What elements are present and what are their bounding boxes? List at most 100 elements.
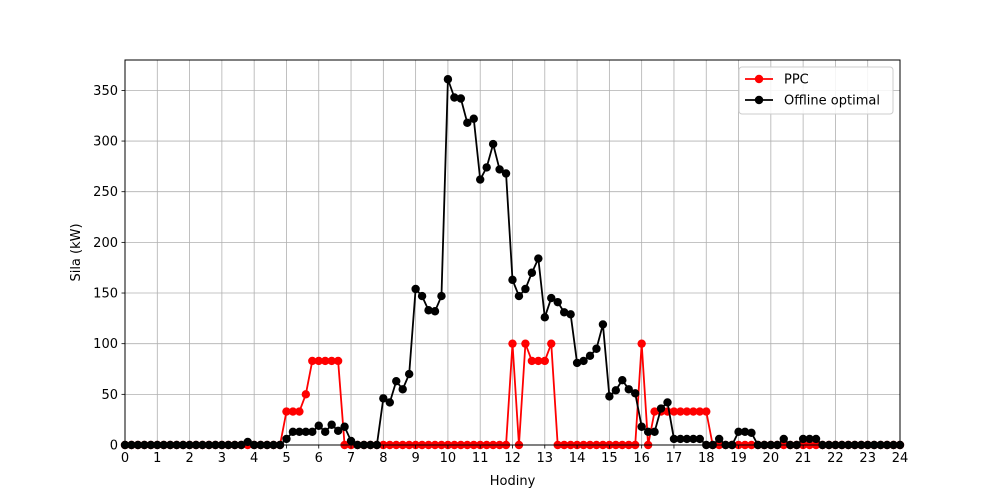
data-point-offline: [314, 421, 323, 430]
data-point-offline: [385, 398, 394, 407]
data-point-offline: [669, 434, 679, 444]
legend-ppc-label: PPC: [784, 73, 809, 88]
axis-ticks: 0 1 2 3 4 5 6 7 8 9 10 11 12 13 14 15 16 17 18 19 20 21 22 23 24…: [93, 84, 908, 466]
data-point-ppc: [521, 339, 530, 348]
data-point-offline: [346, 436, 356, 446]
data-point-ppc: [288, 407, 298, 416]
data-point-offline: [243, 437, 252, 447]
data-point-ppc: [682, 407, 692, 416]
data-point-offline: [534, 254, 543, 263]
x-tick-label: 1: [153, 451, 161, 466]
data-point-ppc: [689, 407, 698, 416]
data-point-ppc: [508, 339, 517, 348]
data-point-offline: [566, 310, 575, 319]
x-tick-label: 7: [347, 451, 355, 466]
data-point-offline: [437, 291, 446, 301]
data-point-offline: [333, 426, 343, 436]
y-tick-label: 150: [93, 287, 118, 302]
data-point-offline: [456, 94, 466, 103]
x-tick-label: 23: [859, 451, 876, 466]
data-point-offline: [643, 427, 653, 437]
data-point-ppc: [327, 356, 336, 366]
data-point-offline: [488, 139, 498, 149]
x-tick-label: 11: [472, 451, 489, 466]
legend: PPC Offline optimal: [738, 66, 894, 115]
data-point-ppc: [669, 407, 679, 416]
x-tick-label: 3: [218, 451, 226, 466]
x-axis-label: Hodiny: [490, 474, 536, 489]
data-point-offline: [747, 428, 756, 438]
data-point-offline: [463, 118, 472, 128]
legend-offline-marker: [754, 95, 764, 105]
data-point-offline: [398, 385, 407, 394]
y-tick-label: 100: [93, 337, 118, 352]
data-point-ppc: [295, 407, 304, 416]
x-tick-label: 0: [121, 451, 129, 466]
data-point-offline: [443, 75, 453, 84]
x-tick-label: 24: [892, 451, 909, 466]
legend-ppc-marker: [754, 74, 764, 84]
legend-offline-label: Offline optimal: [784, 94, 880, 109]
data-point-offline: [469, 114, 478, 123]
x-tick-label: 17: [666, 451, 683, 466]
data-point-offline: [592, 344, 601, 353]
x-tick-label: 21: [795, 451, 812, 466]
data-point-offline: [508, 275, 517, 285]
data-point-offline: [514, 291, 524, 301]
data-point-offline: [301, 427, 311, 437]
data-point-offline: [501, 169, 511, 178]
data-point-offline: [288, 427, 298, 437]
data-point-offline: [450, 93, 459, 102]
data-point-offline: [676, 434, 685, 444]
data-point-offline: [308, 427, 317, 437]
data-point-offline: [559, 308, 569, 317]
data-point-offline: [340, 422, 349, 431]
data-point-offline: [611, 386, 621, 395]
data-point-offline: [624, 385, 633, 394]
data-point-offline: [495, 165, 504, 174]
data-point-ppc: [650, 407, 659, 416]
x-tick-label: 15: [601, 451, 618, 466]
data-point-ppc: [308, 356, 317, 366]
x-tick-label: 4: [250, 451, 258, 466]
data-point-offline: [521, 284, 530, 294]
data-point-offline: [282, 434, 291, 444]
data-point-offline: [527, 268, 537, 277]
data-point-ppc: [314, 356, 323, 366]
data-point-offline: [656, 404, 666, 413]
data-point-offline: [779, 434, 788, 444]
data-point-offline: [663, 398, 672, 407]
data-point-offline: [424, 306, 433, 315]
data-point-offline: [417, 291, 427, 301]
data-point-offline: [689, 434, 698, 444]
data-point-offline: [547, 293, 556, 303]
y-tick-label: 350: [93, 84, 118, 99]
data-point-offline: [295, 427, 304, 437]
data-point-ppc: [534, 356, 543, 366]
data-point-ppc: [702, 407, 711, 416]
data-point-offline: [650, 427, 659, 437]
legend-box: [738, 66, 894, 115]
data-point-ppc: [695, 407, 704, 416]
data-point-ppc: [547, 339, 556, 348]
data-point-offline: [327, 420, 336, 429]
data-point-ppc: [282, 407, 291, 416]
data-point-offline: [572, 358, 582, 368]
data-point-offline: [430, 307, 440, 316]
data-point-offline: [411, 284, 420, 294]
y-tick-label: 50: [101, 388, 118, 403]
data-point-ppc: [527, 356, 537, 366]
y-tick-label: 0: [110, 439, 118, 454]
data-point-offline: [482, 163, 491, 172]
data-point-ppc: [540, 356, 549, 366]
data-point-offline: [798, 434, 808, 444]
x-tick-label: 20: [763, 451, 780, 466]
y-tick-label: 250: [93, 185, 118, 200]
x-tick-label: 19: [730, 451, 747, 466]
data-point-ppc: [321, 356, 330, 366]
y-tick-label: 300: [93, 135, 118, 150]
data-point-offline: [585, 351, 595, 361]
data-point-offline: [714, 434, 724, 444]
data-point-offline: [321, 427, 330, 437]
